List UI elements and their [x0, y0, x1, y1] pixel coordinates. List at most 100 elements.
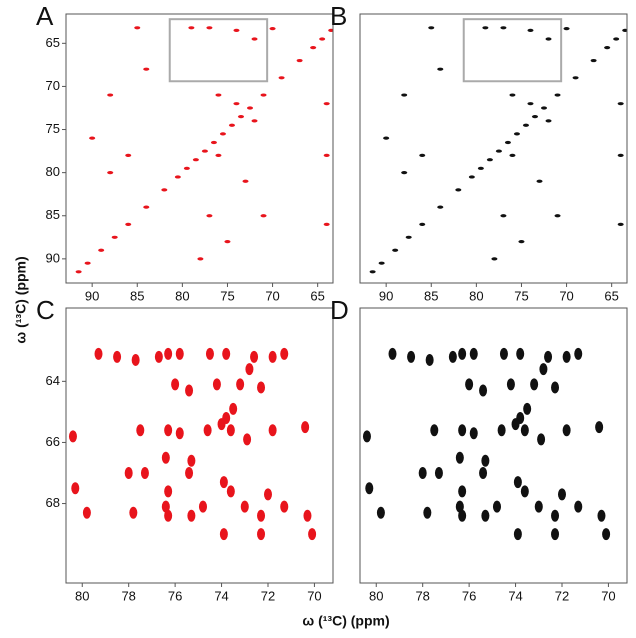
peak [536, 179, 543, 183]
peak [617, 102, 624, 106]
peak [545, 37, 552, 41]
peak [513, 528, 522, 541]
peak [544, 350, 553, 363]
peak [206, 26, 213, 30]
peak [455, 188, 462, 192]
peak [530, 378, 539, 391]
peak [527, 102, 534, 106]
peak [323, 102, 330, 106]
peak [263, 488, 272, 501]
peak [240, 500, 249, 513]
y-tick-label: 85 [46, 207, 60, 222]
peak [378, 261, 385, 265]
peak [557, 488, 566, 501]
peak [522, 123, 529, 127]
peak [215, 153, 222, 157]
peak [468, 175, 475, 179]
peak [481, 509, 490, 522]
peak [465, 378, 474, 391]
peak [458, 485, 467, 498]
peak [401, 171, 408, 175]
plot-area [68, 347, 317, 541]
peak [257, 528, 266, 541]
peak [171, 378, 180, 391]
peak [430, 424, 439, 437]
peak [107, 171, 114, 175]
peak [365, 482, 374, 495]
peak [376, 506, 385, 519]
peak [551, 381, 560, 394]
x-tick-label: 72 [555, 588, 569, 603]
peak [534, 500, 543, 513]
panel-label: A [36, 1, 54, 31]
peak [523, 402, 532, 415]
peak [604, 46, 611, 50]
x-tick-label: 76 [462, 588, 476, 603]
peak [245, 363, 254, 376]
peak [455, 500, 464, 513]
peak [242, 179, 249, 183]
y-tick-label: 66 [46, 434, 60, 449]
peak [499, 347, 508, 360]
x-tick-label: 70 [601, 588, 615, 603]
plot-area [75, 26, 333, 274]
x-tick-label: 70 [307, 588, 321, 603]
x-tick-label: 75 [220, 288, 234, 303]
x-tick-label: 80 [175, 288, 189, 303]
peak [572, 76, 579, 80]
peak [192, 158, 199, 162]
panel-label: B [330, 1, 347, 31]
x-tick-label: 76 [168, 588, 182, 603]
peak [206, 214, 213, 218]
peak [362, 430, 371, 443]
peak [161, 500, 170, 513]
x-tick-label: 85 [424, 288, 438, 303]
peak [455, 451, 464, 464]
frame [65, 13, 334, 284]
peak [388, 347, 397, 360]
peak [613, 37, 620, 41]
peak [71, 482, 80, 495]
peak [401, 93, 408, 97]
peak [486, 158, 493, 162]
peak [516, 347, 525, 360]
y-tick-label: 80 [46, 164, 60, 179]
peak [539, 363, 548, 376]
peak [554, 93, 561, 97]
peak [205, 347, 214, 360]
peak [513, 476, 522, 489]
peak [520, 424, 529, 437]
peak [280, 500, 289, 513]
peak [250, 350, 259, 363]
peak [219, 476, 228, 489]
peak [212, 378, 221, 391]
peak [136, 424, 145, 437]
peak [551, 509, 560, 522]
peak [469, 347, 478, 360]
peak [513, 132, 520, 136]
peak [407, 350, 416, 363]
peak [164, 424, 173, 437]
peak [423, 506, 432, 519]
peak [251, 37, 258, 41]
peak [237, 114, 244, 119]
peak [518, 240, 525, 244]
peak [509, 93, 516, 97]
x-tick-label: 72 [261, 588, 275, 603]
panel-label: D [330, 295, 349, 325]
peak [425, 353, 434, 366]
plot-area [362, 347, 611, 541]
peak [617, 222, 624, 226]
peak [224, 240, 231, 244]
peak [174, 175, 181, 179]
peak [434, 467, 443, 479]
peak [154, 350, 163, 363]
peak [124, 467, 133, 479]
peak [574, 347, 583, 360]
peak [229, 402, 238, 415]
peak [111, 235, 118, 239]
y-tick-label: 90 [46, 250, 60, 265]
y-tick-label: 65 [46, 35, 60, 50]
y-tick-label: 70 [46, 78, 60, 93]
peak [129, 506, 138, 519]
